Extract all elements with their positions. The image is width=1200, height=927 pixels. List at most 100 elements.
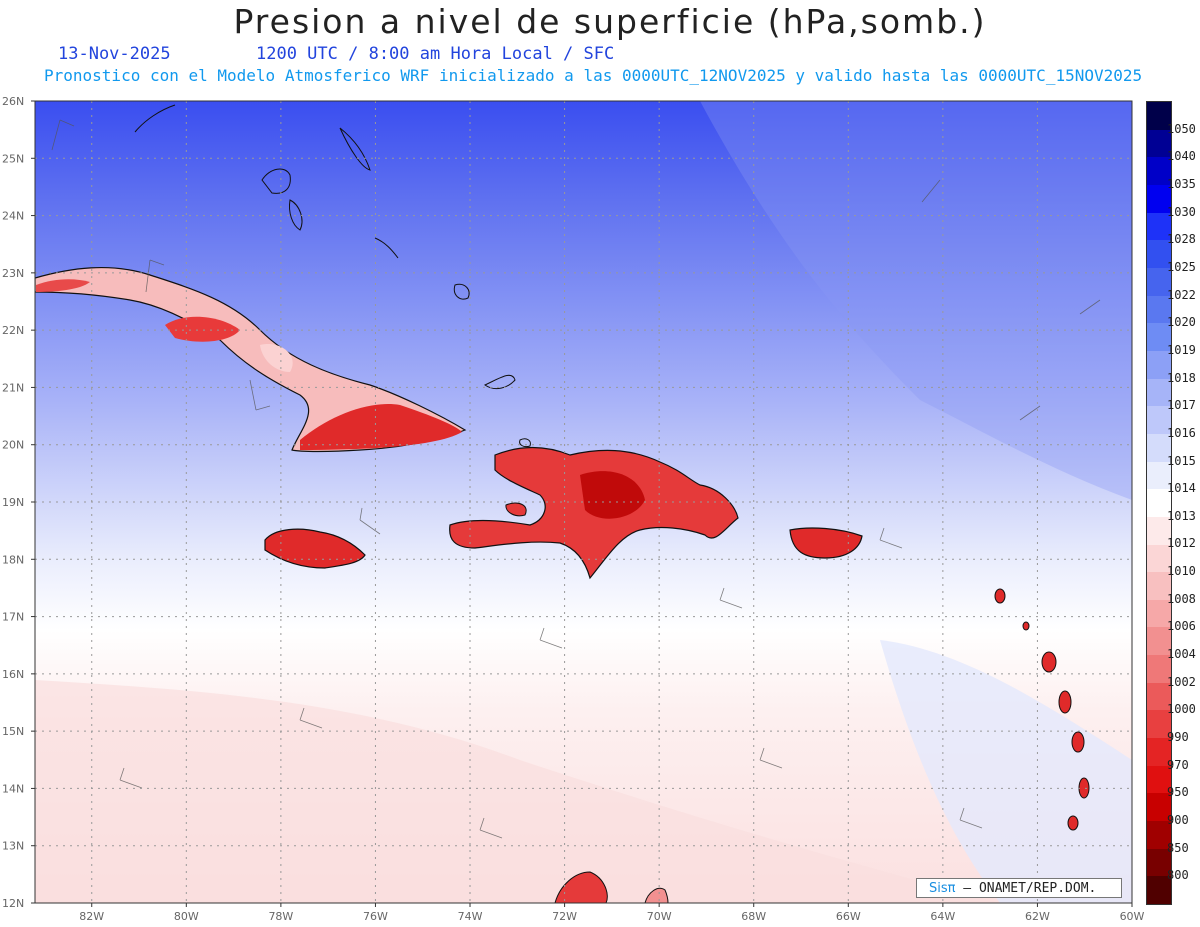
legend-swatch [1147,738,1171,766]
lon-label: 62W [1025,910,1050,923]
legend-level-label: 1000 [1167,702,1196,717]
legend-level-label: 1018 [1167,370,1196,385]
lon-label: 66W [836,910,861,923]
lon-label: 74W [458,910,483,923]
lat-label: 26N [2,95,24,108]
legend-swatch [1147,489,1171,517]
legend-swatch [1147,350,1171,379]
south-america-coast [554,871,669,903]
legend-level-label: 1016 [1167,425,1196,440]
lesser-antilles [994,588,1090,831]
legend-level-label: 1008 [1167,591,1196,606]
legend-level-label: 900 [1167,813,1189,828]
latitude-ticks: 26N 25N 24N 23N 22N 21N 20N 19N 18N 17N 16N 15N 14N 1… [2,95,35,910]
wind-barbs [51,119,1101,839]
legend-level-label: 1014 [1167,481,1196,496]
bahamas-islands [134,104,531,448]
legend-swatch [1147,157,1171,185]
legend-swatch [1147,821,1171,849]
model-info: Pronostico con el Modelo Atmosferico WRF… [44,66,1143,85]
lon-label: 82W [79,910,104,923]
legend-swatch [1147,461,1171,490]
lon-label: 68W [741,910,766,923]
forecast-time: 1200 UTC / 8:00 am Hora Local / SFC [256,44,615,64]
legend-swatch [1147,710,1171,739]
lon-label: 64W [930,910,955,923]
legend-level-label: 970 [1167,757,1189,772]
legend-swatch [1147,655,1171,683]
legend-level-label: 1013 [1167,508,1196,523]
lon-label: 70W [647,910,672,923]
legend-level-label: 1030 [1167,204,1196,219]
legend-level-label: 1035 [1167,176,1196,191]
pressure-band-southeast [880,640,1132,903]
legend-level-label: 1017 [1167,398,1196,413]
legend-level-label: 1010 [1167,564,1196,579]
lat-label: 17N [2,611,24,624]
lat-label: 14N [2,782,24,795]
lat-label: 25N [2,152,24,165]
legend-level-label: 1002 [1167,674,1196,689]
pressure-band-east [700,101,1132,500]
legend-level-label: 1015 [1167,453,1196,468]
credit-brand: Sisπ [929,881,956,896]
legend-swatch [1147,184,1171,213]
legend-level-label: 1028 [1167,232,1196,247]
legend-level-label: 1004 [1167,647,1196,662]
legend-swatch [1147,848,1171,877]
lon-label: 80W [174,910,199,923]
puerto-rico-island [789,527,863,559]
legend-level-label: 1006 [1167,619,1196,634]
lon-label: 78W [268,910,293,923]
legend-level-label: 800 [1167,868,1189,883]
color-legend [1146,101,1172,905]
legend-swatch [1147,516,1171,545]
legend-level-label: 1019 [1167,342,1196,357]
legend-level-label: 1022 [1167,287,1196,302]
lat-label: 22N [2,324,24,337]
longitude-ticks: 82W 80W 78W 76W 74W 72W 70W 68W 66W 64W 62W 60W [79,903,1145,923]
forecast-date: 13-Nov-2025 [58,44,171,64]
lon-label: 76W [363,910,388,923]
grid-lines [35,101,1132,903]
legend-level-label: 1012 [1167,536,1196,551]
chart-title: Presion a nivel de superficie (hPa,somb.… [233,2,987,41]
legend-swatch [1147,129,1171,158]
legend-level-label: 1025 [1167,259,1196,274]
jamaica-island [264,528,366,569]
hispaniola-island [449,446,739,580]
legend-level-label: 1040 [1167,149,1196,164]
legend-swatch [1147,627,1171,656]
legend-swatch [1147,295,1171,324]
legend-swatch [1147,599,1171,628]
lon-label: 60W [1120,910,1145,923]
legend-swatch [1147,544,1171,573]
legend-level-label: 1020 [1167,315,1196,330]
legend-level-label: 950 [1167,785,1189,800]
lat-label: 23N [2,267,24,280]
lat-label: 19N [2,496,24,509]
legend-level-label: 1050 [1167,121,1196,136]
legend-swatch [1147,793,1171,822]
legend-swatch [1147,212,1171,241]
legend-swatch [1147,240,1171,268]
legend-swatch [1147,378,1171,407]
lat-label: 15N [2,725,24,738]
legend-swatch [1147,433,1171,462]
lat-label: 20N [2,439,24,452]
legend-swatch [1147,323,1171,351]
legend-swatch [1147,102,1171,130]
lat-label: 18N [2,553,24,566]
pressure-band-south [35,680,1000,903]
lat-label: 21N [2,381,24,394]
lat-label: 16N [2,668,24,681]
lat-label: 24N [2,210,24,223]
credit-text: – ONAMET/REP.DOM. [963,881,1097,896]
legend-swatch [1147,572,1171,600]
legend-level-label: 850 [1167,840,1189,855]
credit-box: Sisπ – ONAMET/REP.DOM. [916,878,1122,898]
lon-label: 72W [552,910,577,923]
legend-swatch [1147,682,1171,711]
legend-level-label: 990 [1167,730,1189,745]
